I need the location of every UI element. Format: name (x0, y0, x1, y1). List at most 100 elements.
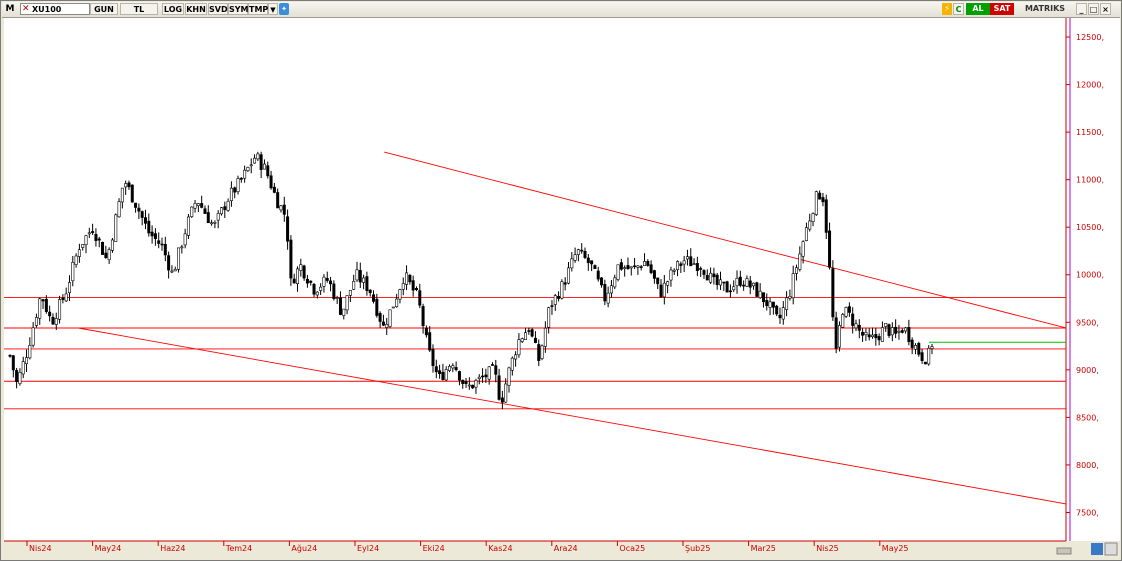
candle-body (372, 294, 376, 302)
candle-body (837, 325, 841, 348)
candle-body (752, 282, 756, 287)
candle-body (444, 369, 448, 381)
candle-body (319, 286, 323, 291)
candle-body (517, 339, 521, 356)
candle-body (167, 255, 171, 271)
candle-body (642, 261, 646, 266)
khn-button[interactable]: KHN (185, 3, 207, 15)
candle-body (689, 256, 693, 267)
candle-body (676, 261, 680, 270)
candle-body (107, 249, 111, 261)
twitter-icon[interactable]: ✦ (279, 3, 289, 15)
candle-body (454, 367, 458, 371)
candle-body (77, 249, 81, 257)
dropdown-arrow-icon[interactable]: ▼ (268, 3, 278, 15)
symbol-field[interactable]: ✕ XU100 (20, 3, 90, 15)
candle-body (709, 272, 713, 283)
y-tick-label: 11000, (1076, 176, 1104, 185)
candle-body (553, 295, 557, 305)
remove-symbol-icon[interactable]: ✕ (22, 4, 30, 14)
settings-icon[interactable] (1091, 543, 1103, 555)
buy-button[interactable]: AL (966, 3, 990, 15)
candle-body (48, 311, 52, 317)
candle-body (170, 270, 174, 273)
candle-body (606, 292, 610, 304)
candle-body (920, 352, 924, 361)
candle-body (200, 203, 204, 208)
candle-body (434, 366, 438, 373)
candle-body (481, 375, 485, 378)
candle-body (335, 297, 339, 299)
candle-body (236, 178, 240, 192)
minimize-button[interactable]: _ (1076, 3, 1087, 15)
candle-body (742, 284, 746, 287)
x-tick-label: Eyl24 (357, 544, 379, 553)
candle-body (540, 345, 544, 359)
candle-body (34, 317, 38, 326)
candle-body (101, 241, 105, 255)
candle-body (824, 199, 828, 233)
candle-body (124, 183, 128, 188)
candle-body (467, 384, 471, 387)
candle-body (834, 317, 838, 349)
x-tick-label: Kas24 (488, 544, 512, 553)
candle-body (11, 355, 15, 371)
candle-body (682, 260, 686, 265)
candle-body (699, 268, 703, 270)
flash-icon[interactable]: ⚡ (942, 3, 952, 15)
candle-body (725, 281, 729, 293)
candle-body (21, 361, 25, 375)
candle-body (325, 278, 329, 281)
candle-body (910, 339, 914, 348)
candle-body (913, 345, 917, 350)
candle-body (603, 284, 607, 302)
tmp-button[interactable]: TMP (248, 3, 269, 15)
candle-body (563, 282, 567, 285)
sym-button[interactable]: SYM (228, 3, 249, 15)
candle-body (861, 331, 865, 336)
candle-body (851, 313, 855, 326)
candle-body (134, 202, 138, 208)
close-button[interactable]: × (1100, 3, 1111, 15)
period-button[interactable]: GUN (90, 3, 118, 15)
candle-body (679, 263, 683, 266)
candle-body (279, 205, 283, 211)
candle-body (715, 274, 719, 285)
candle-body (656, 277, 660, 285)
candle-body (702, 270, 706, 275)
candle-body (441, 372, 445, 380)
candle-body (385, 324, 389, 328)
candle-body (705, 274, 709, 281)
candle-body (560, 281, 564, 299)
candle-body (573, 254, 577, 261)
candle-body (745, 278, 749, 287)
candle-body (160, 243, 164, 246)
currency-button[interactable]: TL (120, 3, 158, 15)
candle-body (510, 357, 514, 371)
maximize-button[interactable]: □ (1088, 3, 1099, 15)
log-button[interactable]: LOG (162, 3, 184, 15)
candle-body (183, 233, 187, 246)
x-tick-label: Nis25 (816, 544, 839, 553)
candle-body (626, 265, 630, 270)
candle-body (137, 207, 141, 212)
candle-body (814, 191, 818, 215)
x-tick-label: Eki24 (423, 544, 445, 553)
candle-body (378, 313, 382, 322)
candle-body (31, 327, 35, 346)
scroll-handle[interactable] (1056, 547, 1072, 555)
candle-body (87, 232, 91, 235)
horizontal-levels (4, 297, 1066, 410)
c-button[interactable]: C (953, 3, 964, 15)
candle-body (388, 309, 392, 327)
candles (8, 151, 934, 410)
svd-button[interactable]: SVD (208, 3, 228, 15)
candle-body (190, 206, 194, 217)
sell-button[interactable]: SAT (990, 3, 1014, 15)
candle-body (930, 346, 934, 349)
candle-body (110, 239, 114, 251)
zoom-icon[interactable] (1104, 542, 1118, 556)
candle-body (401, 283, 405, 290)
price-chart[interactable]: 12500, 12000, 11500, 11000, 10500, 10000, 9500… (4, 18, 1120, 558)
candle-body (871, 334, 875, 338)
